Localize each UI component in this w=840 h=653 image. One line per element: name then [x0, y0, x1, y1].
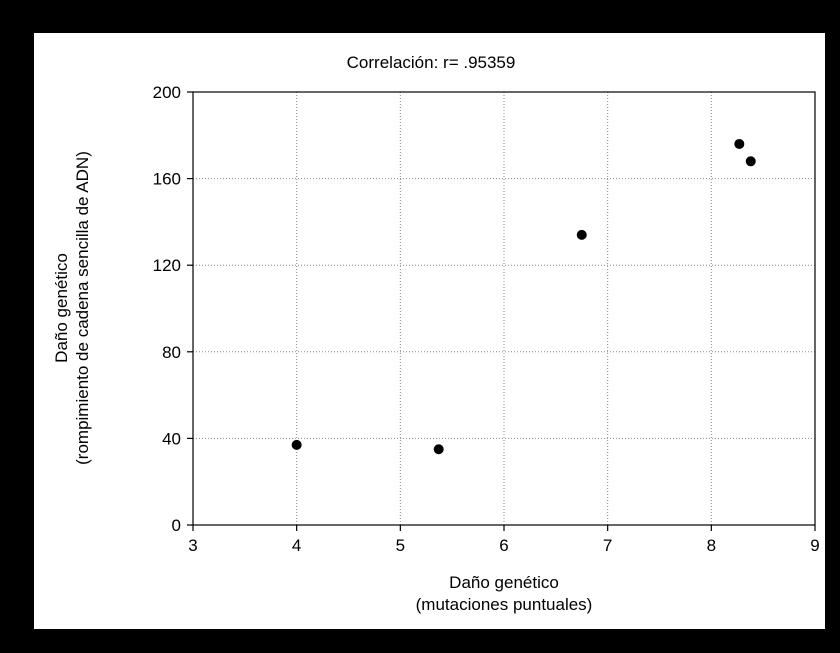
- scatter-chart: Correlación: r= .95359 3 4 5 6 7 8 9 0 40 80 120 1…: [52, 53, 820, 614]
- y-axis-label-line1: Daño genético: [52, 253, 71, 363]
- x-tick-label: 4: [292, 536, 301, 555]
- scatter-point: [576, 229, 587, 240]
- y-tick-label: 160: [153, 170, 181, 189]
- chart-frame: Correlación: r= .95359 3 4 5 6 7 8 9 0 40 80 120 1…: [34, 33, 825, 629]
- scatter-point: [433, 444, 444, 455]
- x-tick-label: 3: [188, 536, 197, 555]
- x-tick-label: 8: [707, 536, 716, 555]
- x-tick-label: 9: [810, 536, 819, 555]
- x-axis-ticks: 3 4 5 6 7 8 9: [188, 525, 820, 555]
- y-tick-label: 120: [153, 256, 181, 275]
- x-tick-label: 6: [499, 536, 508, 555]
- y-tick-label: 80: [162, 343, 181, 362]
- x-tick-label: 5: [396, 536, 405, 555]
- scatter-point: [745, 156, 756, 167]
- y-axis-label-line2: (rompimiento de cadena sencilla de ADN): [73, 151, 92, 465]
- y-tick-label: 40: [162, 429, 181, 448]
- scatter-point: [734, 138, 745, 149]
- x-axis-label-line1: Daño genético: [449, 573, 559, 592]
- scatter-point: [291, 439, 302, 450]
- data-points: [291, 138, 756, 455]
- y-axis-ticks: 0 40 80 120 160 200: [153, 83, 193, 535]
- x-axis-label-line2: (mutaciones puntuales): [416, 595, 593, 614]
- y-tick-label: 0: [172, 516, 181, 535]
- chart-title: Correlación: r= .95359: [347, 53, 516, 72]
- grid-lines: [193, 92, 815, 525]
- y-tick-label: 200: [153, 83, 181, 102]
- x-tick-label: 7: [603, 536, 612, 555]
